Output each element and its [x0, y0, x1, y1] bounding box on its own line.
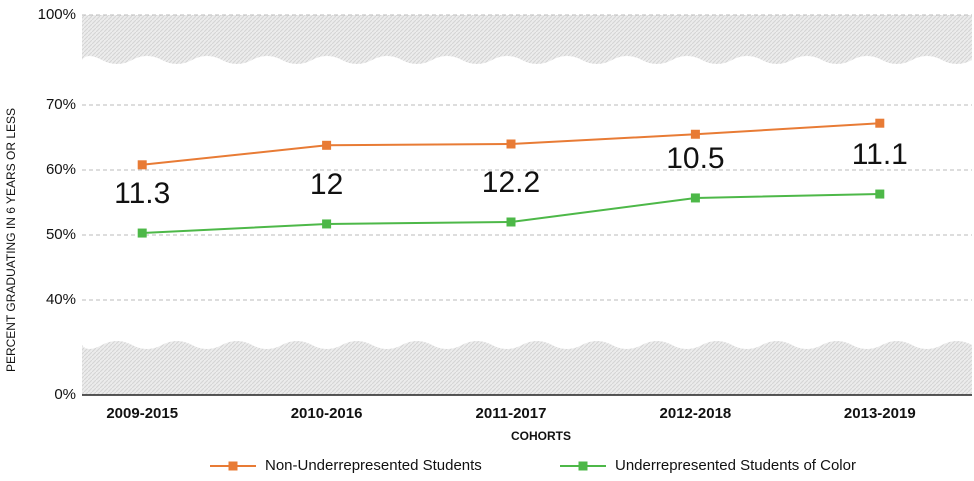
x-tick-label: 2013-2019	[844, 405, 916, 422]
x-tick-label: 2009-2015	[106, 405, 178, 422]
point-marker	[690, 129, 700, 139]
gap-label: 11.3	[114, 177, 170, 210]
axis-break-top	[82, 15, 972, 64]
x-tick-label: 2011-2017	[476, 405, 547, 422]
gap-label: 12.2	[482, 166, 540, 199]
point-marker	[322, 140, 332, 150]
point-marker	[506, 217, 516, 227]
point-marker	[137, 228, 147, 238]
legend-label: Non-Underrepresented Students	[265, 457, 482, 474]
point-marker	[690, 193, 700, 203]
point-marker	[506, 139, 516, 149]
series-line	[142, 193, 880, 235]
legend-marker	[228, 461, 238, 471]
axis-break-bottom	[82, 341, 972, 395]
gap-label: 10.5	[666, 142, 724, 175]
legend: Non-Underrepresented Students Underrepres…	[210, 457, 856, 474]
x-axis-label: COHORTS	[511, 429, 571, 443]
y-axis-label: PERCENT GRADUATING IN 6 YEARS OR LESS	[4, 108, 18, 372]
gap-label: 11.1	[852, 138, 908, 171]
y-tick-label: 40%	[46, 291, 76, 308]
x-tick-label: 2012-2018	[660, 405, 732, 422]
y-tick-label: 0%	[54, 386, 76, 403]
y-tick-label: 60%	[46, 161, 76, 178]
y-tick-label: 70%	[46, 96, 76, 113]
legend-label: Underrepresented Students of Color	[615, 457, 856, 474]
legend-marker	[578, 461, 588, 471]
gap-label: 12	[310, 168, 343, 201]
point-marker	[322, 219, 332, 229]
y-tick-label: 50%	[46, 226, 76, 243]
point-marker	[875, 118, 885, 128]
point-marker	[137, 160, 147, 170]
x-tick-label: 2010-2016	[291, 405, 363, 422]
point-marker	[875, 189, 885, 199]
y-tick-label: 100%	[38, 6, 76, 23]
